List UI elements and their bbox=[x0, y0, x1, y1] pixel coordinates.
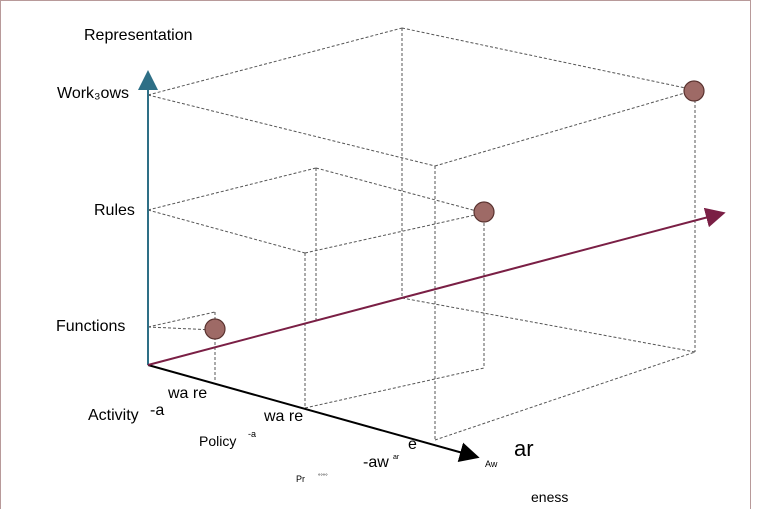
x-label-activity-sup: -a bbox=[150, 402, 165, 419]
y-level-functions: Functions bbox=[56, 318, 126, 335]
y-level-rules: Rules bbox=[94, 202, 135, 219]
axis-title: Representation bbox=[84, 27, 193, 44]
x-label-process-b: °°°° bbox=[318, 474, 328, 480]
x-label-policy-tail: wa re bbox=[264, 408, 304, 425]
x-label-eness: eness bbox=[531, 489, 569, 505]
marker-rules bbox=[473, 201, 495, 223]
x-label-policy-sup: -a bbox=[248, 429, 257, 439]
x-label-process-c: -aw bbox=[363, 454, 389, 471]
x-axis bbox=[147, 364, 480, 462]
y-level-workflows: Work₃ows bbox=[57, 85, 130, 102]
marker-workflows bbox=[683, 80, 705, 102]
x-label-process-a: Pr bbox=[296, 474, 305, 484]
x-label-process-e: e bbox=[408, 436, 417, 453]
z-axis bbox=[147, 207, 726, 366]
x-label-policy: Policy bbox=[199, 433, 237, 449]
dashed-grid bbox=[147, 27, 696, 441]
x-label-ar: ar bbox=[514, 436, 534, 461]
x-label-aw: Aw bbox=[485, 459, 498, 469]
x-label-process-d: ar bbox=[393, 454, 400, 461]
x-label-activity: Activity bbox=[88, 407, 139, 424]
x-label-activity-tail: wa re bbox=[168, 385, 208, 402]
marker-functions bbox=[204, 318, 226, 340]
